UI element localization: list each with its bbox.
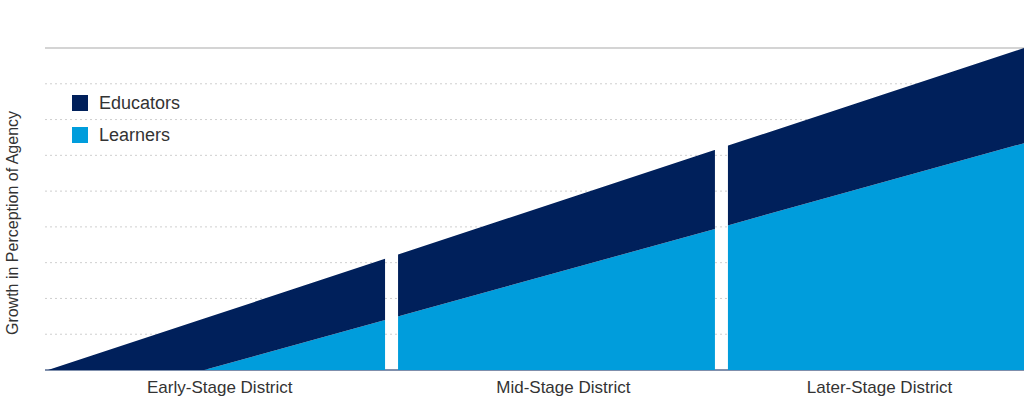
legend-swatch [72, 127, 88, 143]
area [48, 48, 1024, 370]
chart: Early-Stage District Mid-Stage District La… [0, 0, 1024, 402]
legend: Educators Learners [72, 93, 180, 145]
legend-swatch [72, 95, 88, 111]
grid-line [45, 83, 1024, 84]
y-axis-label: Growth in Perception of Agency [4, 111, 21, 335]
x-tick-label: Early-Stage District [147, 378, 293, 397]
axis-line [45, 47, 1024, 48]
x-tick-label: Later-Stage District [807, 378, 953, 397]
legend-label: Educators [99, 93, 180, 113]
plot-area [48, 48, 1024, 370]
legend-label: Learners [99, 125, 170, 145]
x-tick-label: Mid-Stage District [496, 378, 630, 397]
